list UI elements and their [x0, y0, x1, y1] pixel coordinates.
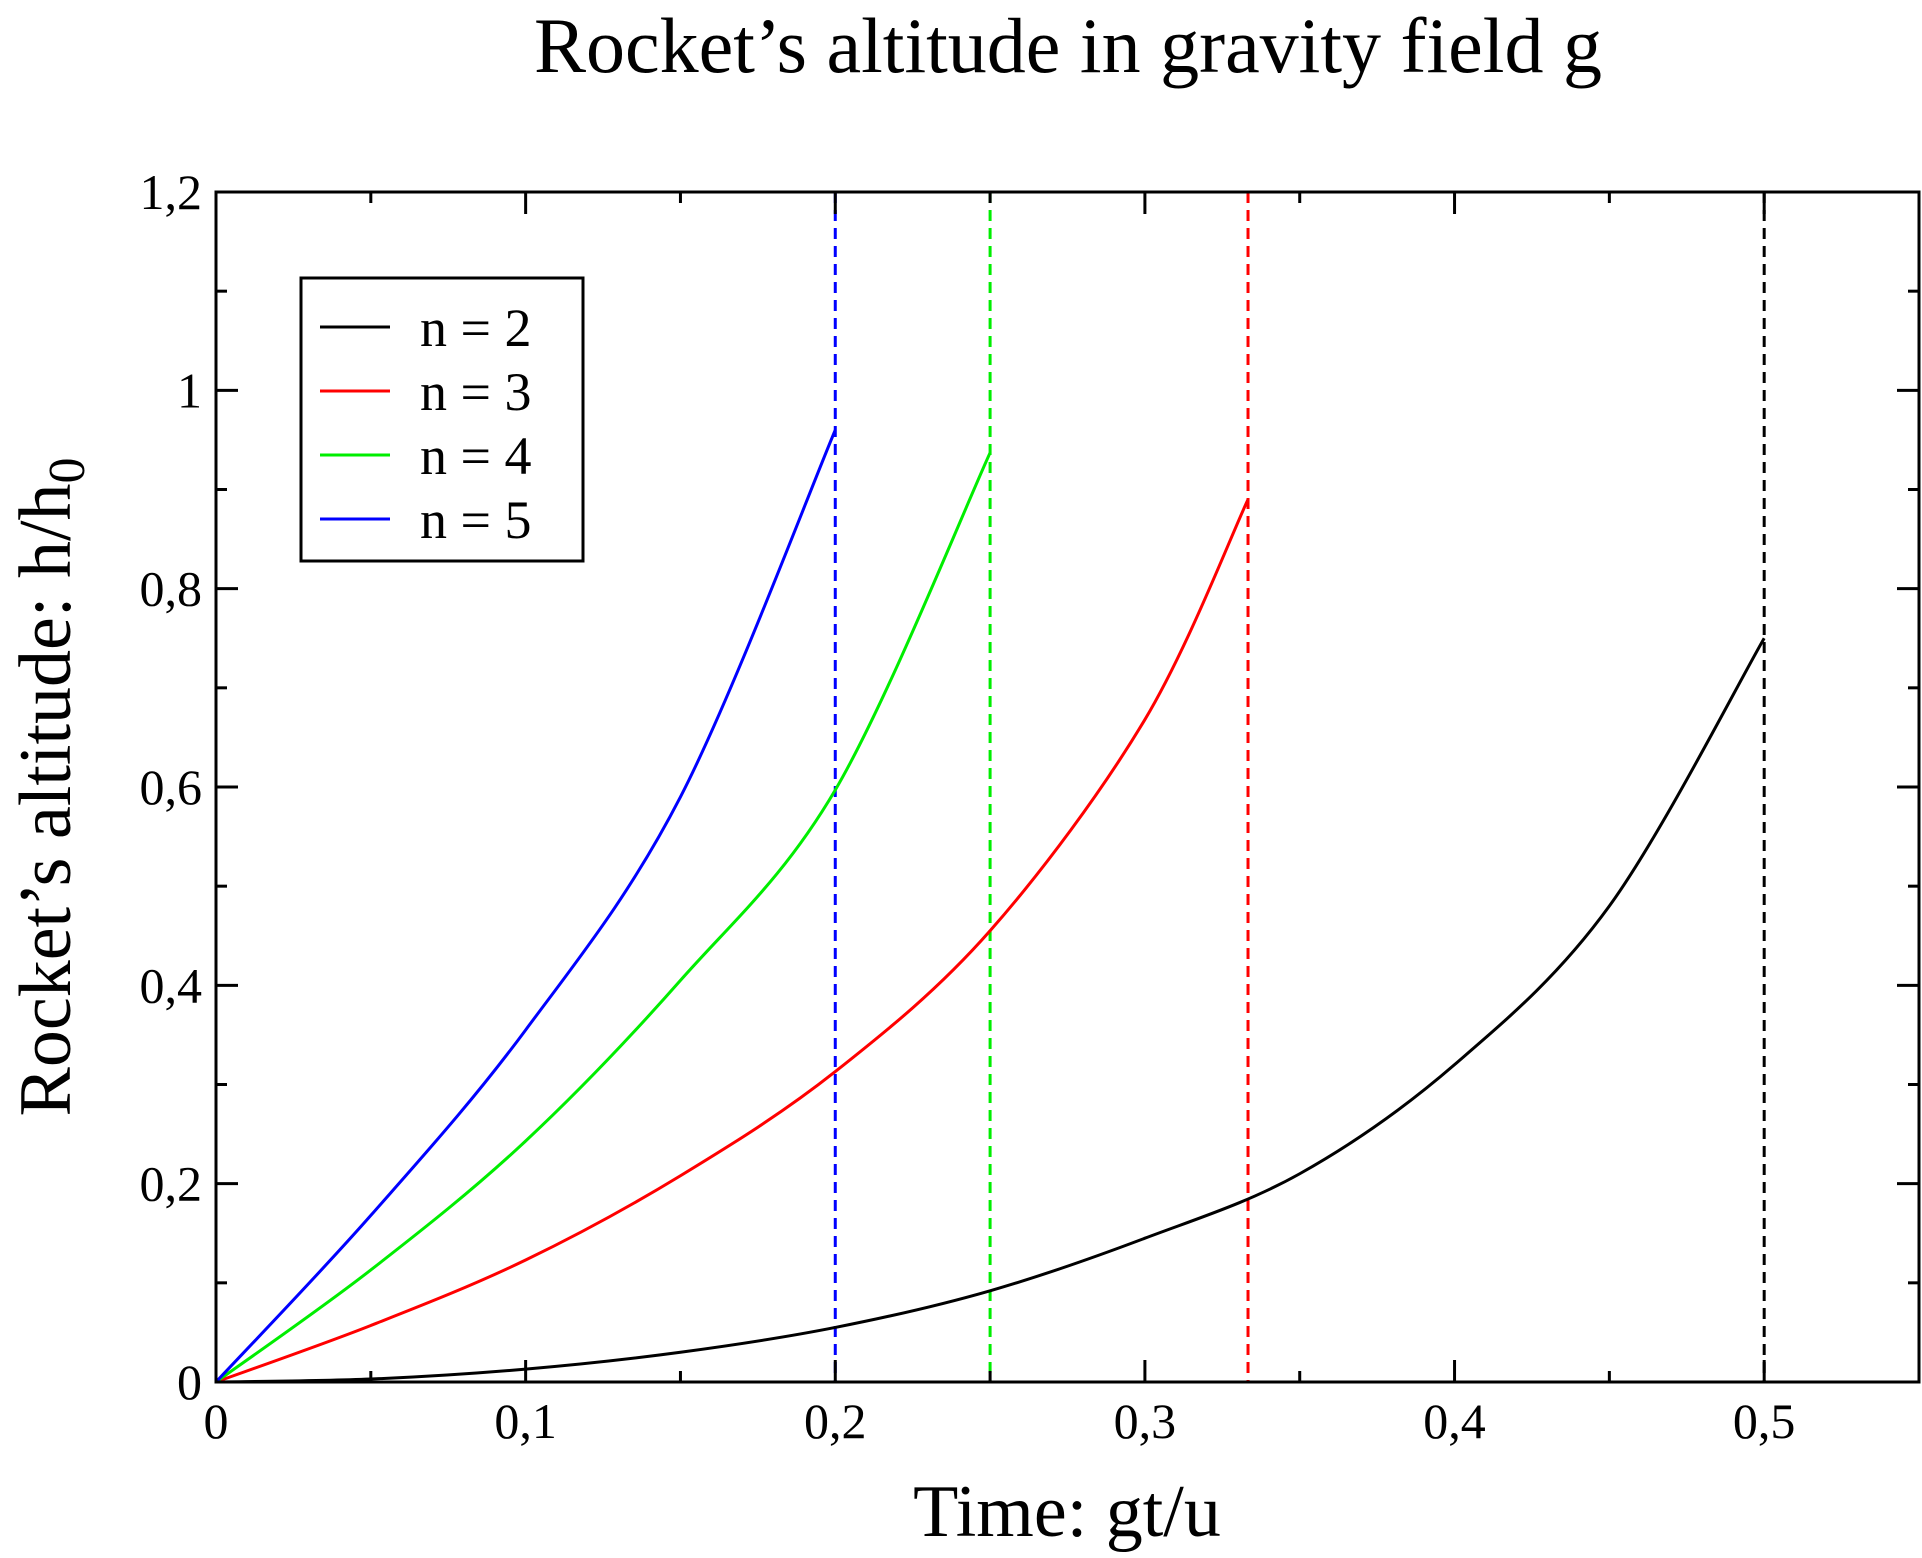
x-tick-label: 0,3 [1114, 1393, 1177, 1449]
x-tick-label: 0,5 [1733, 1393, 1796, 1449]
chart-title: Rocket’s altitude in gravity field g [534, 2, 1602, 89]
y-tick-label: 0,8 [140, 561, 203, 617]
legend: n = 2n = 3n = 4n = 5 [299, 276, 585, 563]
legend-box [299, 276, 585, 563]
x-axis-label: Time: gt/u [913, 1471, 1221, 1553]
series-line-1 [215, 637, 1766, 1384]
x-tick-label: 0,2 [804, 1393, 867, 1449]
x-tick-label: 0,4 [1423, 1393, 1486, 1449]
series-lines [214, 429, 1766, 1384]
y-tick-label: 1 [177, 362, 202, 418]
x-tick-label: 0 [204, 1393, 229, 1449]
y-axis-label-main: Rocket’s altitude: h/h [5, 483, 87, 1116]
legend-label-1: n = 2 [420, 298, 531, 358]
y-tick-label: 0,2 [140, 1156, 203, 1212]
y-axis-label-subscript: 0 [39, 457, 96, 483]
axis-ticks: 0 0,1 0,2 0,3 0,4 0,5 0 0,2 0,4 0,6 0,8 1 1,2 [140, 164, 1921, 1449]
y-tick-label: 0 [177, 1354, 202, 1410]
plot-frame [214, 190, 1921, 1384]
end-markers [833, 192, 1766, 1382]
y-tick-label: 0,6 [140, 759, 203, 815]
legend-label-2: n = 3 [420, 362, 531, 422]
series-line-3 [215, 452, 992, 1384]
series-line-2 [215, 498, 1250, 1384]
y-tick-label: 1,2 [140, 164, 203, 220]
x-tick-label: 0,1 [494, 1393, 557, 1449]
y-tick-label: 0,4 [140, 957, 203, 1013]
legend-label-3: n = 4 [420, 426, 531, 486]
series-line-4 [214, 429, 837, 1384]
legend-label-4: n = 5 [420, 490, 531, 550]
y-axis-label: Rocket’s altitude: h/h0 [5, 457, 96, 1116]
